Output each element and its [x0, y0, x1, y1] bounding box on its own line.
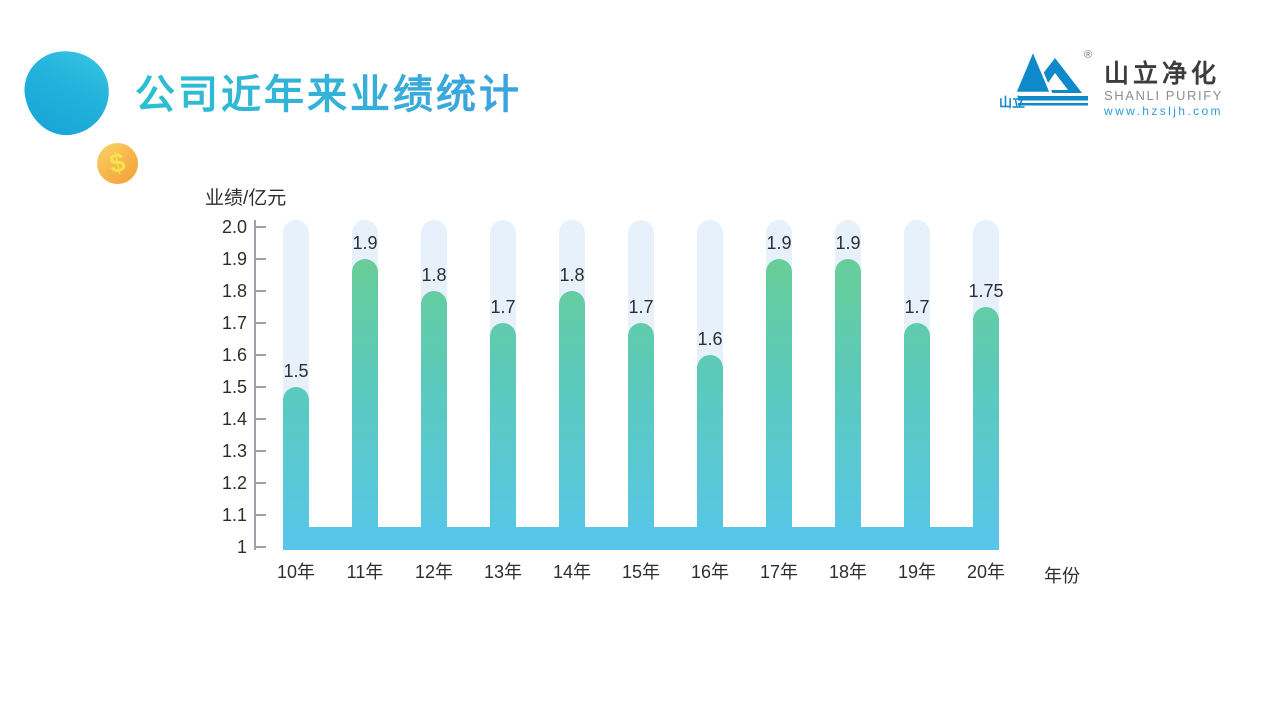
company-logo: ® 山立 山立净化 SHANLI PURIFY www.hzsljh.com — [998, 42, 1223, 118]
y-tick-label: 1.1 — [221, 505, 247, 525]
y-tick — [256, 514, 266, 516]
y-tick — [256, 258, 266, 260]
bar-value-label: 1.8 — [559, 265, 585, 285]
x-tick-label: 14年 — [552, 562, 592, 582]
logo-text-block: 山立净化 SHANLI PURIFY www.hzsljh.com — [1104, 61, 1223, 118]
mountain-logo-icon: ® 山立 — [999, 46, 1092, 110]
x-tick-label: 12年 — [414, 562, 454, 582]
x-tick-label: 16年 — [690, 562, 730, 582]
y-tick — [256, 482, 266, 484]
bar-value-label: 1.8 — [421, 265, 447, 285]
y-tick-label: 1.8 — [221, 281, 247, 301]
y-axis-title: 业绩/亿元 — [205, 188, 287, 209]
x-tick-label: 11年 — [346, 562, 384, 582]
y-tick — [256, 418, 266, 420]
y-tick-label: 1.6 — [221, 345, 247, 365]
bar — [628, 323, 654, 550]
y-tick — [256, 226, 266, 228]
y-tick-label: 2.0 — [221, 217, 247, 237]
page-title: 公司近年来业绩统计 — [135, 62, 522, 120]
y-tick-label: 1.4 — [221, 409, 247, 429]
x-tick-label: 17年 — [759, 562, 799, 582]
y-tick-label: 1.2 — [221, 473, 247, 493]
bar — [490, 323, 516, 550]
y-tick-label: 1.9 — [221, 249, 247, 269]
bar — [904, 323, 930, 550]
bar — [421, 291, 447, 550]
bar — [283, 387, 309, 550]
bar-base-strip — [283, 527, 999, 550]
x-tick-label: 13年 — [483, 562, 523, 582]
y-tick — [256, 546, 266, 548]
coin-icon: $ — [97, 143, 138, 184]
x-axis-title: 年份 — [1044, 566, 1080, 586]
y-tick — [256, 386, 266, 388]
bar — [835, 259, 861, 550]
y-tick — [256, 450, 266, 452]
y-tick-label: 1 — [236, 537, 247, 557]
bar-value-label: 1.5 — [283, 361, 309, 381]
bar-value-label: 1.9 — [835, 233, 861, 253]
bar — [766, 259, 792, 550]
x-tick-label: 10年 — [276, 562, 316, 582]
bar-value-label: 1.7 — [628, 297, 654, 317]
logo-company-name-en: SHANLI PURIFY — [1104, 88, 1224, 103]
x-tick-label: 19年 — [897, 562, 937, 582]
x-tick-label: 18年 — [828, 562, 868, 582]
bar-value-label: 1.7 — [490, 297, 516, 317]
registered-mark: ® — [1084, 49, 1092, 61]
bar-value-label: 1.9 — [352, 233, 378, 253]
bar — [559, 291, 585, 550]
x-tick-label: 20年 — [966, 562, 1006, 582]
y-tick-label: 1.7 — [221, 313, 247, 333]
bar — [352, 259, 378, 550]
logo-website: www.hzsljh.com — [1104, 104, 1223, 118]
y-tick — [256, 322, 266, 324]
y-tick-label: 1.5 — [221, 377, 247, 397]
bar-value-label: 1.6 — [697, 329, 723, 349]
bar — [973, 307, 999, 550]
bar-value-label: 1.7 — [904, 297, 930, 317]
x-tick-label: 15年 — [621, 562, 661, 582]
logo-company-name: 山立净化 — [1104, 60, 1221, 88]
y-axis-line — [254, 220, 256, 550]
y-tick-label: 1.3 — [221, 441, 247, 461]
bar-value-label: 1.9 — [766, 233, 792, 253]
y-tick — [256, 354, 266, 356]
y-tick — [256, 290, 266, 292]
bar — [697, 355, 723, 550]
bar-value-label: 1.75 — [968, 281, 1004, 301]
